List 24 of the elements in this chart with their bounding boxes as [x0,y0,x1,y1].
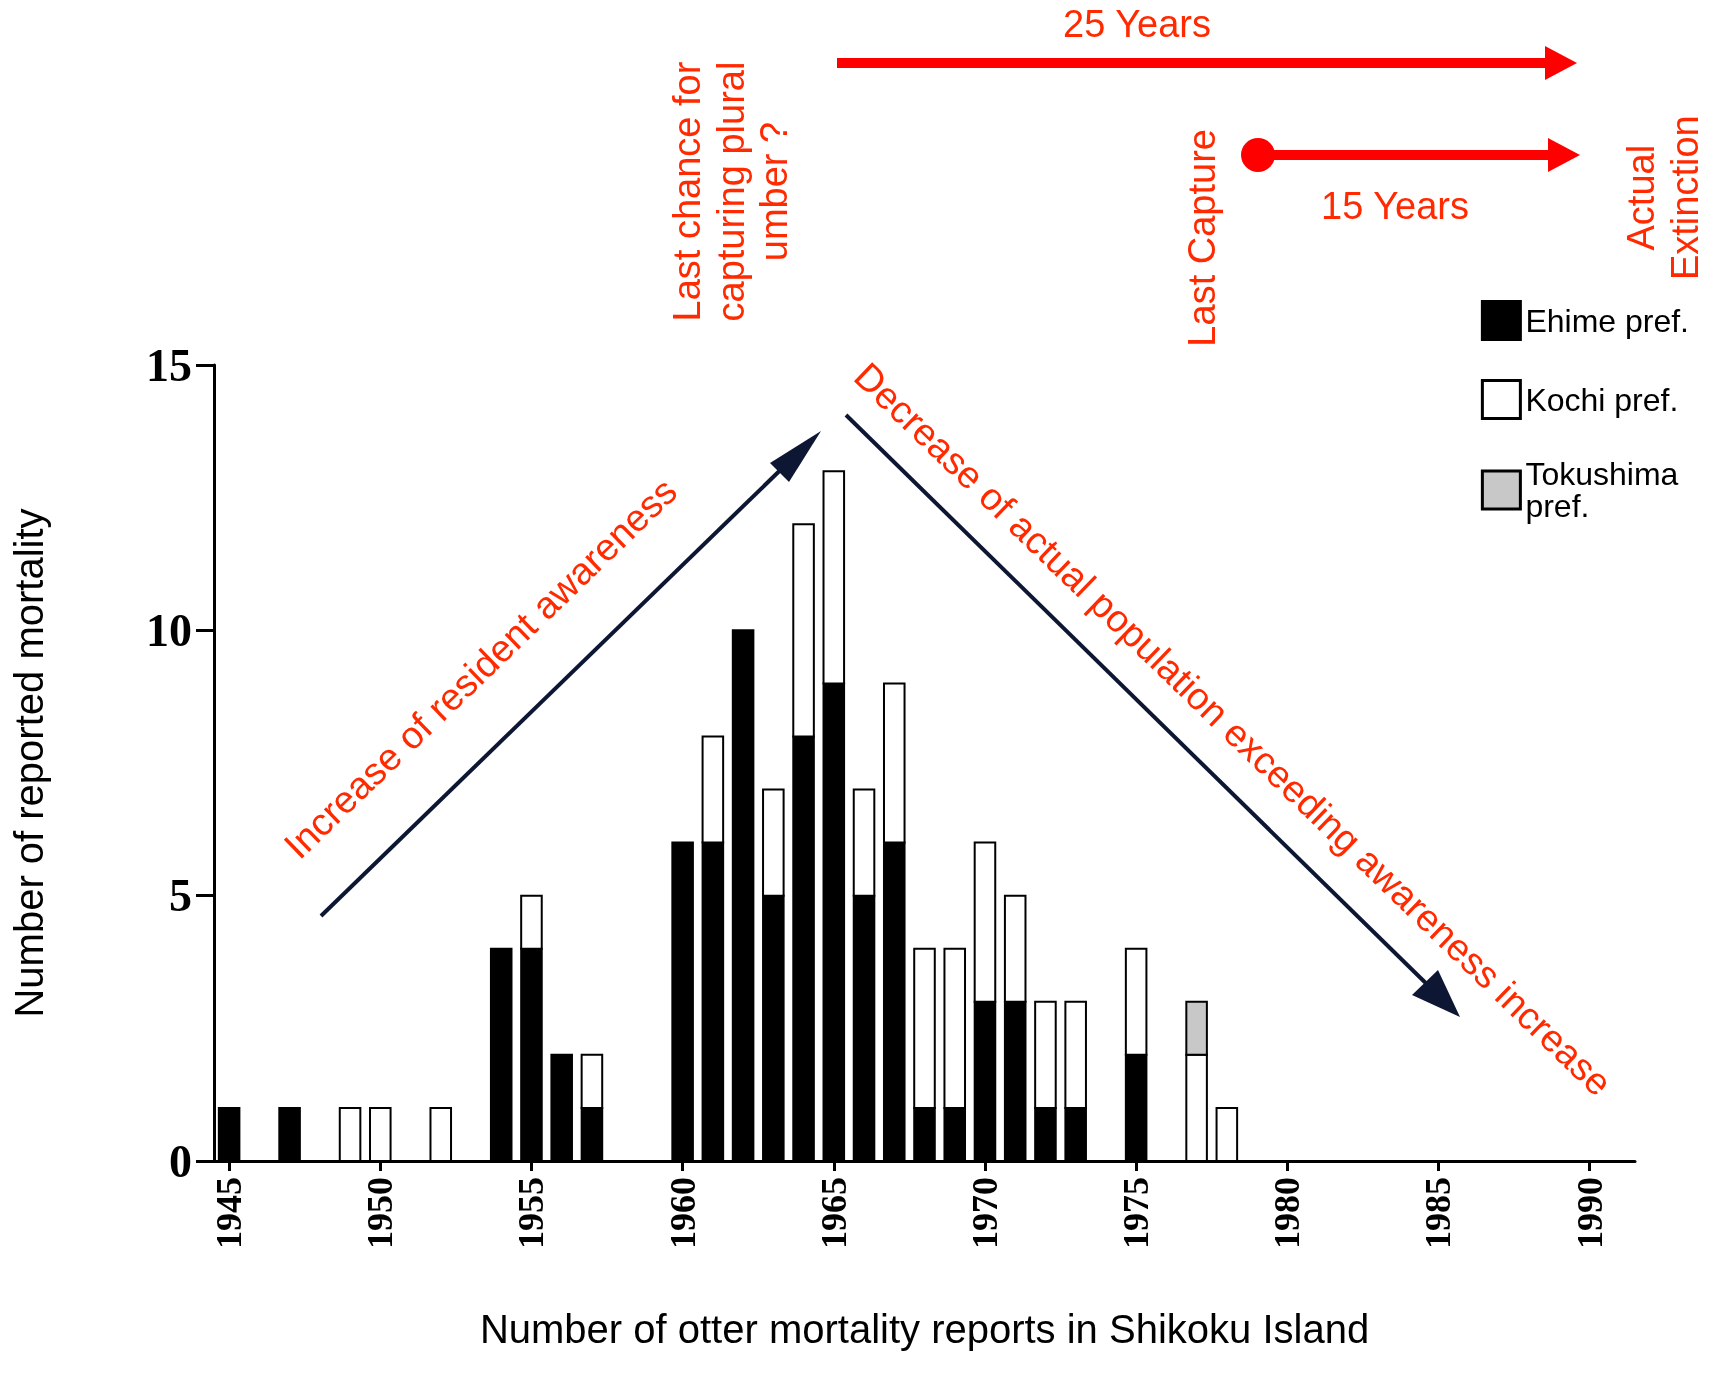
x-tick-label: 1980 [1267,1177,1308,1249]
text: Last Capture [1180,129,1224,347]
x-tick-label: 1965 [813,1177,854,1249]
legend-label: Kochi pref. [1525,381,1679,418]
text: Last chance for capturing plural umber ? [666,60,797,323]
text: 25 Years [1063,3,1211,47]
y-tick-label: 5 [169,870,192,922]
y-tick-label: 15 [146,339,192,391]
legend-label: Tokushima pref. [1525,456,1688,524]
y-axis-title: Number of reported mortality [7,508,51,1018]
legend-label: Ehime pref. [1525,302,1689,339]
x-tick-label: 1990 [1569,1177,1610,1249]
x-tick-label: 1970 [964,1177,1005,1249]
y-tick-label: 0 [169,1135,192,1187]
text: Actual Extinction [1620,113,1707,282]
x-tick-label: 1960 [662,1177,703,1249]
x-axis-title: Number of otter mortality reports in Shikoku Island [479,1307,1370,1351]
x-tick-label: 1955 [511,1177,552,1249]
y-tick-label: 10 [146,604,192,656]
x-tick-label: 1975 [1116,1177,1157,1249]
x-tick-label: 1950 [360,1177,401,1249]
text: 15 Years [1321,185,1469,229]
x-tick-label: 1945 [209,1177,250,1249]
x-tick-label: 1985 [1418,1177,1459,1249]
